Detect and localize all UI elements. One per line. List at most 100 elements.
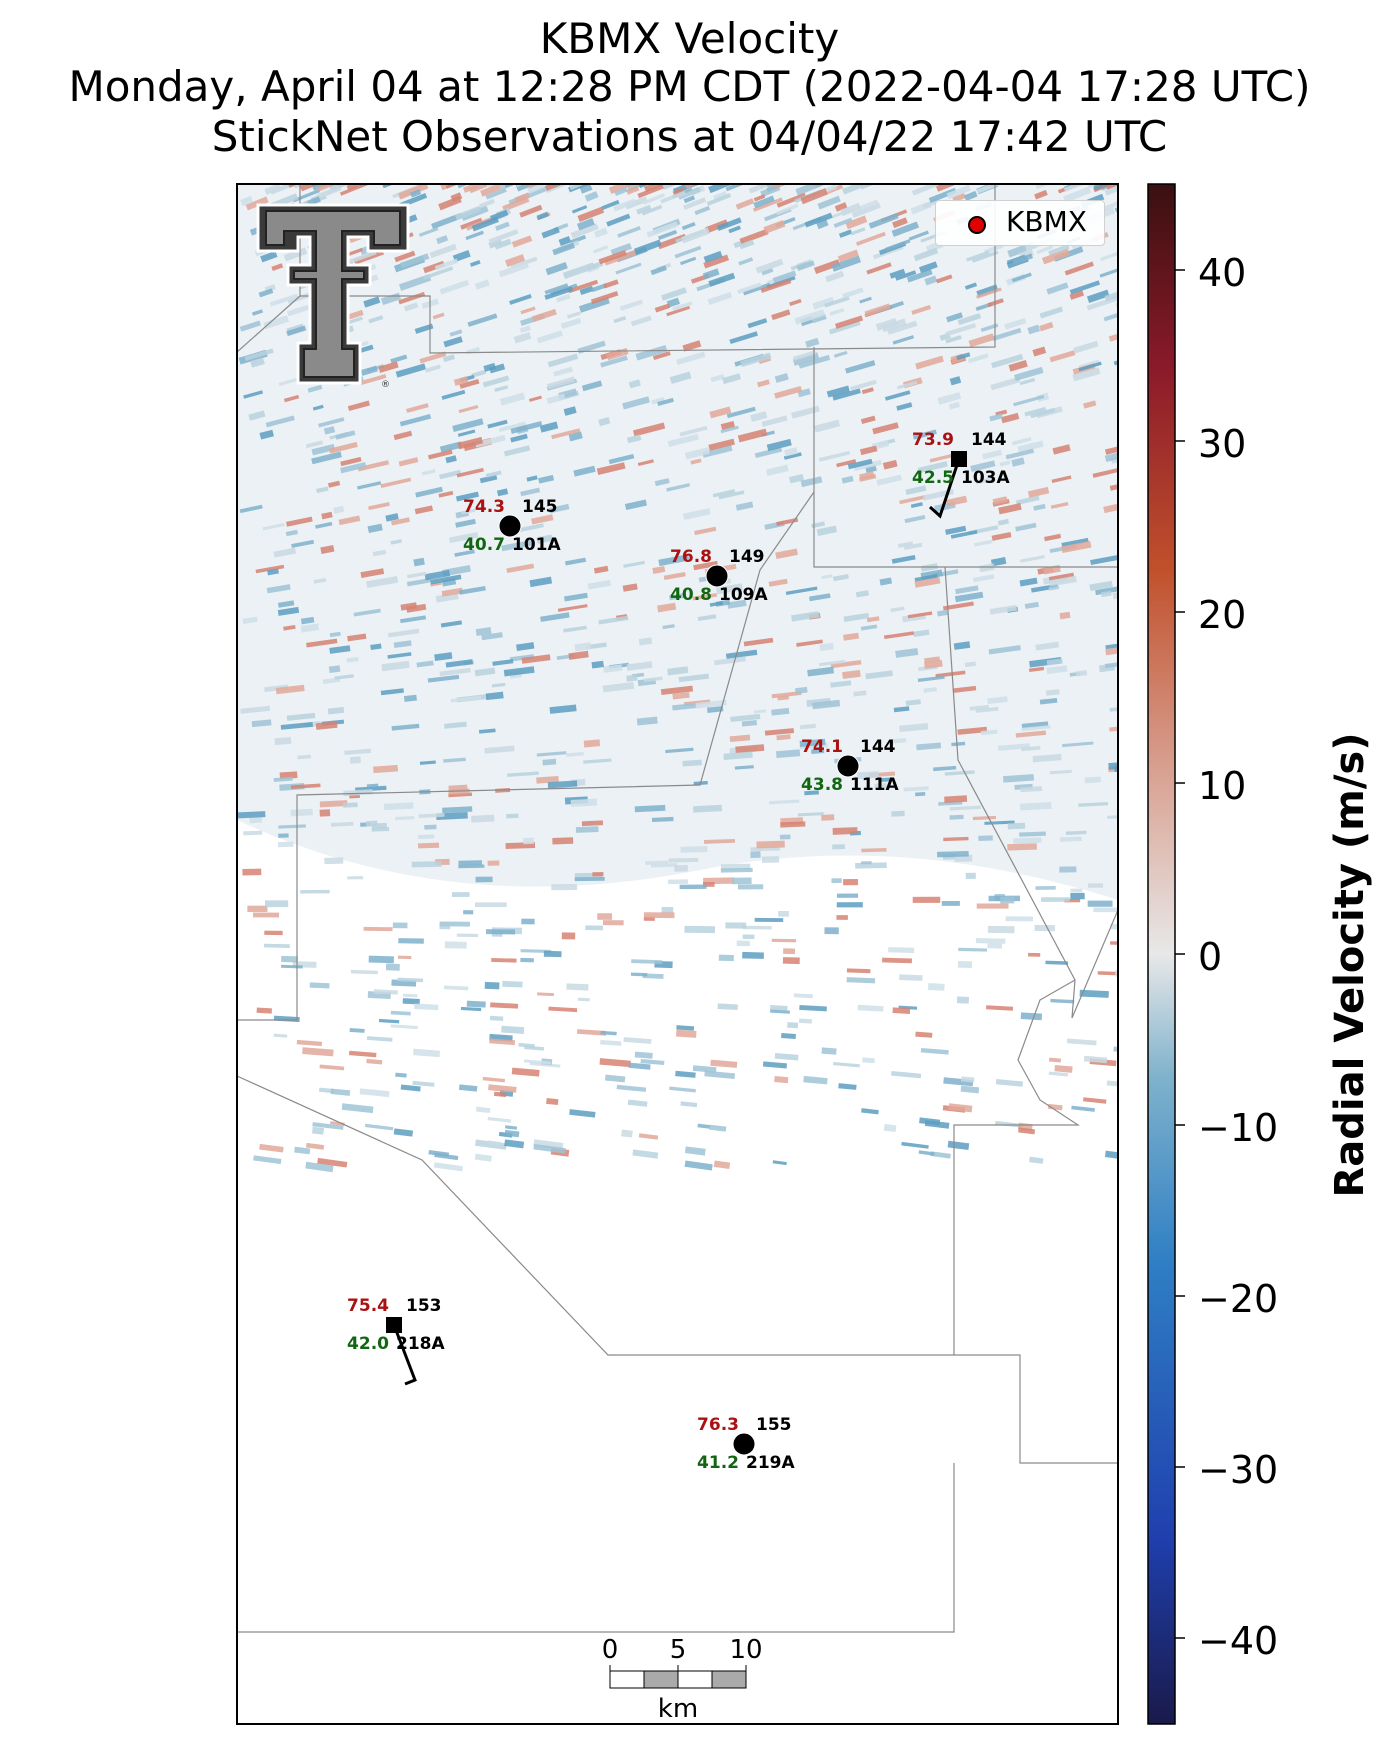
- radar-gate: [247, 905, 268, 913]
- radar-gate: [444, 941, 467, 949]
- radar-gate: [1115, 970, 1118, 978]
- radar-gate: [797, 812, 824, 817]
- radar-gate: [300, 616, 315, 625]
- radar-gate: [283, 394, 300, 403]
- radar-gate: [406, 577, 432, 587]
- radar-gate: [444, 721, 467, 729]
- radar-gate: [340, 462, 367, 474]
- radar-gate: [239, 504, 263, 514]
- radar-gate: [1070, 888, 1083, 893]
- radar-gate: [414, 505, 434, 515]
- radar-gate: [1064, 261, 1094, 276]
- radar-gate: [1054, 1064, 1073, 1073]
- radar-gate: [642, 973, 664, 979]
- radar-gate: [1116, 184, 1118, 191]
- radar-gate: [286, 712, 316, 721]
- radar-gate: [393, 640, 412, 649]
- station-temperature: 76.3: [697, 1415, 739, 1435]
- radar-gate: [739, 228, 769, 245]
- radar-gate: [905, 699, 921, 706]
- radar-gate: [1062, 741, 1094, 748]
- radar-gate: [329, 631, 341, 638]
- radar-gate: [861, 387, 874, 395]
- radar-gate: [485, 470, 502, 478]
- radar-gate: [1035, 641, 1060, 651]
- radar-gate: [244, 348, 274, 362]
- radar-gate: [419, 351, 447, 364]
- radar-gate: [956, 996, 970, 1004]
- radar-gate: [1083, 400, 1097, 409]
- radar-gate: [1048, 1057, 1062, 1063]
- radar-gate: [771, 309, 791, 321]
- radar-gate: [307, 384, 323, 393]
- radar-gate: [1011, 457, 1025, 467]
- radar-gate: [845, 360, 876, 374]
- radar-gate: [1099, 266, 1118, 278]
- radar-gate: [787, 1022, 799, 1029]
- radar-gate: [1012, 253, 1034, 265]
- radar-gate: [613, 198, 636, 212]
- radar-gate: [1063, 186, 1092, 203]
- radar-gate: [774, 385, 803, 399]
- radar-gate: [439, 441, 463, 453]
- radar-gate: [958, 947, 988, 952]
- radar-gate: [949, 376, 962, 386]
- radar-gate: [601, 199, 620, 210]
- radar-gate: [914, 574, 938, 582]
- radar-gate: [937, 392, 962, 405]
- radar-gate: [1007, 843, 1037, 851]
- radar-gate: [549, 704, 577, 714]
- station-temperature: 75.4: [347, 1296, 389, 1316]
- radar-gate: [678, 187, 702, 200]
- radar-gate: [438, 490, 454, 498]
- radar-gate: [563, 625, 587, 633]
- radar-gate: [260, 250, 278, 263]
- radar-gate: [280, 722, 313, 730]
- radar-gate: [832, 388, 861, 401]
- station-wind-direction: 153: [406, 1296, 442, 1316]
- radar-gate: [624, 196, 648, 210]
- radar-gate: [862, 1057, 875, 1064]
- radar-gate: [812, 699, 841, 710]
- radar-gate: [577, 997, 590, 1002]
- radar-gate: [642, 193, 666, 205]
- radar-gate: [675, 1070, 696, 1078]
- radar-gate: [574, 642, 592, 652]
- radar-gate: [538, 474, 555, 484]
- radar-gate: [603, 279, 619, 289]
- radar-gate: [294, 1146, 311, 1155]
- station-101A: 74.3 145 40.7 101A: [463, 497, 561, 555]
- radar-gate: [610, 242, 632, 256]
- radar-gate: [357, 481, 382, 490]
- radar-gate: [903, 786, 929, 792]
- radar-gate: [484, 745, 515, 754]
- radar-gate: [1084, 776, 1102, 784]
- radar-gate: [463, 910, 474, 915]
- radar-gate: [250, 357, 265, 368]
- radar-gate: [380, 477, 412, 488]
- radar-gate: [626, 674, 638, 682]
- radar-gate: [924, 275, 938, 286]
- radar-gate: [855, 590, 869, 598]
- radar-gate: [1046, 658, 1063, 666]
- radar-gate: [651, 397, 665, 405]
- texas-tech-logo: ®: [256, 203, 410, 390]
- radar-gate: [654, 478, 670, 487]
- radar-gate: [349, 1027, 365, 1033]
- radar-gate: [945, 495, 968, 507]
- radar-gate: [651, 816, 674, 823]
- radar-gate: [795, 686, 808, 694]
- radar-gate: [1028, 952, 1041, 957]
- radar-gate: [273, 776, 293, 782]
- radar-gate: [858, 199, 879, 212]
- radar-gate: [882, 459, 898, 470]
- radar-gate: [672, 702, 697, 711]
- radar-gate: [737, 884, 764, 890]
- radar-gate: [487, 419, 508, 429]
- radar-gate: [329, 645, 351, 654]
- radar-gate: [443, 757, 466, 763]
- radar-gate: [694, 526, 717, 536]
- radar-gate: [399, 253, 430, 269]
- radar-gate: [666, 483, 691, 492]
- radar-gate: [328, 665, 341, 674]
